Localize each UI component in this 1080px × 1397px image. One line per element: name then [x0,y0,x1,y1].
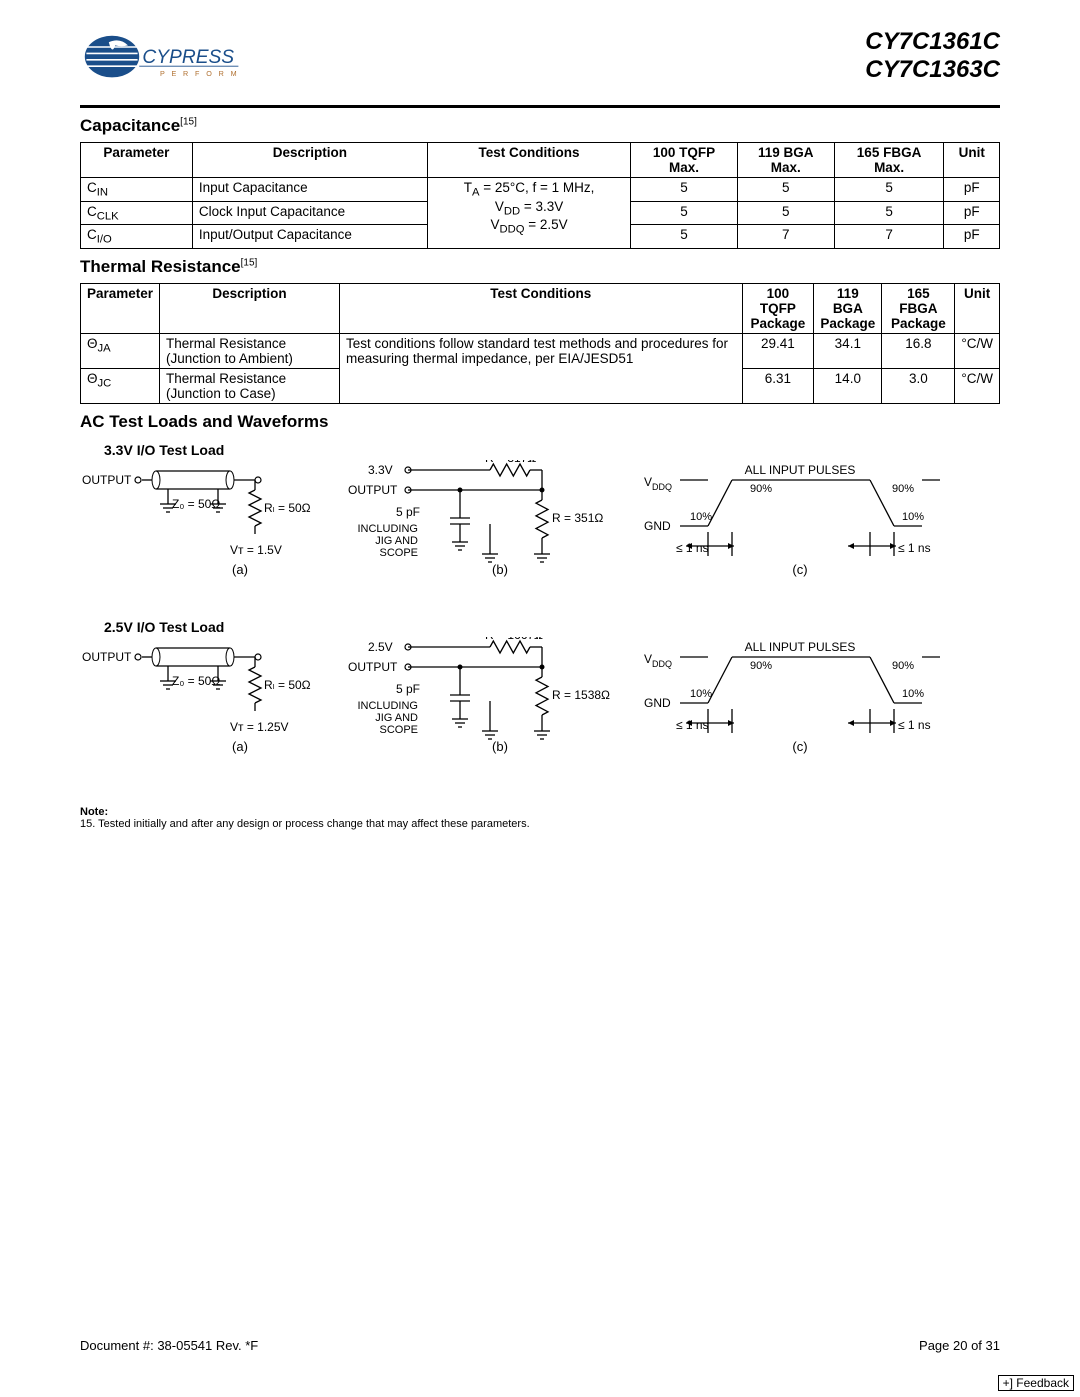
svg-text:Z₀ = 50Ω: Z₀ = 50Ω [172,674,220,688]
col-header: 119 BGAPackage [814,284,882,334]
svg-text:90%: 90% [750,660,772,672]
svg-text:OUTPUT: OUTPUT [82,650,132,664]
svg-text:3.3V: 3.3V [368,463,393,477]
page-number: Page 20 of 31 [919,1338,1000,1353]
col-header: Parameter [81,143,193,178]
ac-title: AC Test Loads and Waveforms [80,412,1000,432]
logo: CYPRESS P E R F O R M [80,28,240,101]
svg-text:Vᴛ = 1.5V: Vᴛ = 1.5V [230,543,282,557]
svg-text:Rₗ = 50Ω: Rₗ = 50Ω [264,678,311,692]
svg-text:OUTPUT: OUTPUT [82,473,132,487]
svg-text:SCOPE: SCOPE [379,547,418,559]
svg-text:V: V [644,652,652,666]
col-header: Parameter [81,284,160,334]
svg-text:INCLUDING: INCLUDING [357,523,418,535]
svg-text:10%: 10% [690,511,712,523]
svg-text:INCLUDING: INCLUDING [357,700,418,712]
svg-text:Rₗ = 50Ω: Rₗ = 50Ω [264,501,311,515]
svg-text:Vᴛ = 1.25V: Vᴛ = 1.25V [230,720,289,734]
svg-text:OUTPUT: OUTPUT [348,483,398,497]
page-header: CYPRESS P E R F O R M CY7C1361C CY7C1363… [80,28,1000,108]
capacitance-table: ParameterDescriptionTest Conditions100 T… [80,142,1000,249]
capacitance-title: Capacitance[15] [80,116,1000,136]
svg-text:90%: 90% [892,660,914,672]
svg-text:R = 351Ω: R = 351Ω [552,511,603,525]
svg-text:2.5V: 2.5V [368,640,393,654]
svg-text:OUTPUT: OUTPUT [348,660,398,674]
svg-text:GND: GND [644,696,671,710]
logo-text: CYPRESS [142,47,234,68]
feedback-button[interactable]: +] Feedback [998,1375,1074,1391]
svg-text:(c): (c) [792,562,807,577]
svg-text:ALL INPUT PULSES: ALL INPUT PULSES [745,640,856,654]
svg-text:≤ 1 ns: ≤ 1 ns [898,541,931,555]
col-header: 165 FBGAPackage [882,284,955,334]
svg-text:5 pF: 5 pF [396,682,420,696]
svg-text:5 pF: 5 pF [396,505,420,519]
svg-text:90%: 90% [750,483,772,495]
table-row: ΘJAThermal Resistance (Junction to Ambie… [81,334,1000,369]
part-2: CY7C1363C [865,56,1000,84]
col-header: Description [160,284,340,334]
table-row: CINInput CapacitanceTA = 25°C, f = 1 MHz… [81,178,1000,202]
svg-text:Z₀ = 50Ω: Z₀ = 50Ω [172,497,220,511]
footer: Document #: 38-05541 Rev. *F Page 20 of … [80,1338,1000,1353]
col-header: 165 FBGAMax. [834,143,944,178]
svg-text:DDQ: DDQ [652,659,672,669]
subtitle-3v3: 3.3V I/O Test Load [104,442,1000,458]
svg-text:≤ 1 ns: ≤ 1 ns [676,718,709,732]
thermal-table: ParameterDescriptionTest Conditions100 T… [80,283,1000,404]
col-header: Description [192,143,427,178]
part-1: CY7C1361C [865,28,1000,56]
svg-text:ALL INPUT PULSES: ALL INPUT PULSES [745,463,856,477]
svg-text:GND: GND [644,519,671,533]
svg-text:10%: 10% [690,688,712,700]
svg-text:(a): (a) [232,739,248,754]
svg-text:90%: 90% [892,483,914,495]
col-header: Unit [944,143,1000,178]
svg-text:(c): (c) [792,739,807,754]
svg-text:≤ 1 ns: ≤ 1 ns [898,718,931,732]
doc-number: Document #: 38-05541 Rev. *F [80,1338,258,1353]
svg-text:R = 1667Ω: R = 1667Ω [485,637,543,642]
svg-text:DDQ: DDQ [652,482,672,492]
col-header: 119 BGAMax. [737,143,834,178]
col-header: Test Conditions [340,284,742,334]
svg-text:SCOPE: SCOPE [379,724,418,736]
svg-text:V: V [644,475,652,489]
subtitle-2v5: 2.5V I/O Test Load [104,619,1000,635]
col-header: Test Conditions [427,143,630,178]
svg-text:≤ 1 ns: ≤ 1 ns [676,541,709,555]
diagram-row-3v3: OUTPUT Z₀ = 50Ω Rₗ = 50Ω Vᴛ = 1.5V (a) 3.3V R … [80,460,1000,610]
diagrams: 3.3V I/O Test Load OUTPUT Z₀ = 50Ω Rₗ = 50… [80,442,1000,800]
col-header: 100 TQFPPackage [742,284,814,334]
diagram-row-2v5: OUTPUT Z₀ = 50Ω Rₗ = 50Ω Vᴛ = 1.25V (a) 2.5V R… [80,637,1000,797]
svg-text:10%: 10% [902,511,924,523]
col-header: 100 TQFPMax. [631,143,738,178]
svg-text:(a): (a) [232,562,248,577]
thermal-title: Thermal Resistance[15] [80,257,1000,277]
note-head: Note: [80,806,108,818]
svg-text:JIG AND: JIG AND [375,535,418,547]
svg-text:R = 1538Ω: R = 1538Ω [552,688,610,702]
svg-text:JIG AND: JIG AND [375,712,418,724]
svg-text:(b): (b) [492,739,508,754]
col-header: Unit [955,284,1000,334]
svg-text:10%: 10% [902,688,924,700]
note-text: 15. Tested initially and after any desig… [80,818,530,830]
logo-subtext: P E R F O R M [160,69,239,78]
svg-text:(b): (b) [492,562,508,577]
svg-text:R = 317Ω: R = 317Ω [485,460,536,465]
note: Note: 15. Tested initially and after any… [80,806,1000,830]
part-numbers: CY7C1361C CY7C1363C [865,28,1000,83]
